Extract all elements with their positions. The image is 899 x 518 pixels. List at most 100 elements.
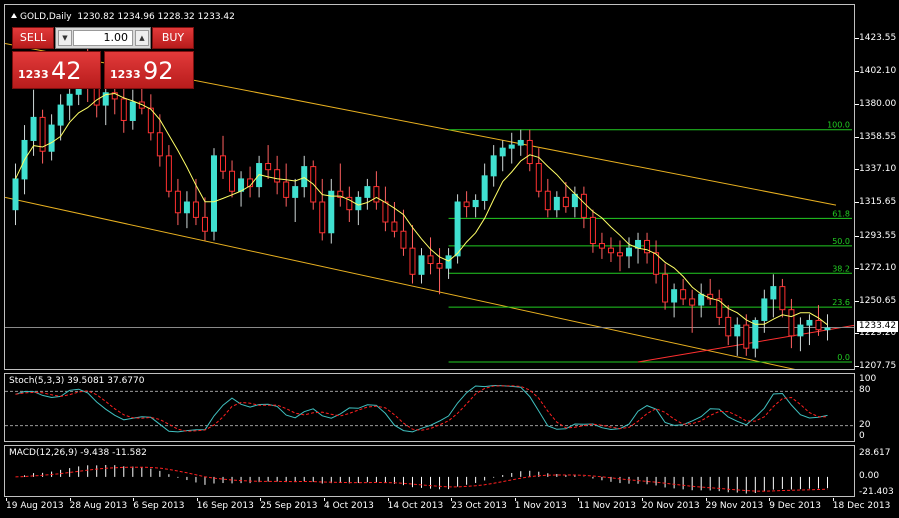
buy-price-button[interactable]: 1233 92 [104,51,194,89]
candle-body [743,324,750,349]
candle-body [689,298,696,306]
candle-body [283,181,290,198]
time-axis-label: 6 Sep 2013 [133,501,185,511]
sell-price-main: 42 [51,57,82,85]
lot-decrease-button[interactable]: ▼ [58,30,72,46]
stochastic-main-line [15,384,828,433]
price-axis-label: 1315.65 [859,197,897,207]
candle-body [553,196,560,211]
candle-body [761,298,768,321]
candle-body [129,101,136,121]
price-axis: 1423.55 1402.10 1380.00 1358.55 1337.10 1315.… [855,4,899,371]
candle-body [517,139,524,146]
stochastic-axis-label: 0 [859,431,865,441]
time-axis-label: 25 Sep 2013 [260,501,318,511]
candle-body [788,309,795,337]
candle-body [562,196,569,208]
sell-price-button[interactable]: 1233 42 [12,51,101,89]
macd-axis-label: -21.403 [859,487,894,497]
candle-body [535,163,542,192]
price-axis-label: 1380.00 [859,99,897,110]
price-axis-tick [855,333,859,335]
candle-body [391,221,398,232]
stochastic-label: Stoch(5,3,3) 39.5081 37.6770 [9,376,145,386]
candle-body [292,186,299,198]
price-axis-tick [855,104,859,106]
price-axis-tick [855,38,859,39]
price-axis-tick [855,235,859,237]
open-value: 1230.82 [77,12,115,22]
candle-body [319,201,326,234]
macd-axis-label: 0.00 [859,470,880,481]
candle-body [499,147,506,157]
time-axis-tick [642,498,643,501]
stochastic-pane[interactable]: Stoch(5,3,3) 39.5081 37.6770 [4,373,855,442]
candle-body [445,255,452,269]
candle-body [454,201,461,257]
candle-body [752,319,759,349]
channel-lower-line [5,196,796,369]
price-axis-tick [855,268,859,270]
stochastic-axis: 100 80 20 0 [857,373,899,442]
price-axis-label: 1229.20 [859,328,897,339]
one-click-trading-panel: SELL ▼ 1.00 ▲ BUY 1233 42 1233 92 [12,27,194,89]
price-axis-label: 1293.55 [859,230,897,241]
time-axis-tick [196,498,198,501]
lot-increase-button[interactable]: ▲ [135,30,149,46]
macd-axis-label: 28.617 [859,448,891,458]
candle-body [382,201,389,223]
stochastic-axis-label: 80 [859,385,871,396]
candle-body [120,98,127,121]
candle-body [508,144,515,149]
candle-body [147,107,154,134]
close-value: 1233.42 [197,12,235,22]
macd-pane[interactable]: MACD(12,26,9) -9.438 -11.582 [4,445,855,497]
symbol-header: GOLD,Daily 1230.82 1234.96 1228.32 1233.… [11,12,235,22]
time-axis-label: 4 Oct 2013 [324,501,374,511]
symbol-label: GOLD,Daily [20,12,72,22]
buy-price-prefix: 1233 [110,68,141,81]
candle-body [481,175,488,201]
time-axis-tick [451,498,453,501]
candle-body [436,263,443,269]
candle-body [427,255,434,265]
time-axis-tick [705,498,707,501]
time-axis-label: 18 Dec 2013 [832,501,891,511]
candle-body [806,319,813,326]
time-axis-tick [6,498,7,501]
candle-body [644,239,651,254]
candle-body [698,293,705,306]
price-chart-pane[interactable]: 100.0 61.8 50.0 38.2 23.6 0.0 GOLD,Daily 1230… [4,4,855,370]
time-axis: 19 Aug 2013 28 Aug 2013 6 Sep 2013 16 Sep 2… [4,498,899,518]
candle-body [265,163,272,171]
price-axis-label: 1272.10 [859,263,897,274]
candle-body [346,196,353,211]
low-value: 1228.32 [157,12,195,22]
candle-body [400,230,407,249]
time-axis-tick [769,498,771,501]
time-axis-label: 29 Nov 2013 [705,501,764,511]
time-axis-label: 11 Nov 2013 [578,501,637,511]
candle-body [229,170,236,192]
stochastic-axis-label: 20 [859,419,871,430]
time-axis-tick [832,498,834,501]
lot-size-input[interactable]: 1.00 [73,30,133,46]
candle-body [418,255,425,275]
stochastic-axis-label: 100 [859,374,877,384]
price-axis-label: 1337.10 [859,164,897,175]
fib-level-label: 61.8 [832,209,850,218]
price-axis-tick [855,366,859,367]
candle-body [156,132,163,157]
candle-body [616,252,623,257]
price-axis-label: 1250.65 [859,295,897,306]
candle-body [815,319,822,331]
buy-button[interactable]: BUY [152,27,194,49]
candle-body [210,155,217,232]
candle-body [373,186,380,203]
time-axis-tick [578,498,580,501]
candle-body [48,124,55,152]
time-axis-label: 23 Oct 2013 [451,501,507,511]
candle-body [734,324,741,337]
sell-button[interactable]: SELL [12,27,54,49]
candle-body [93,86,100,106]
